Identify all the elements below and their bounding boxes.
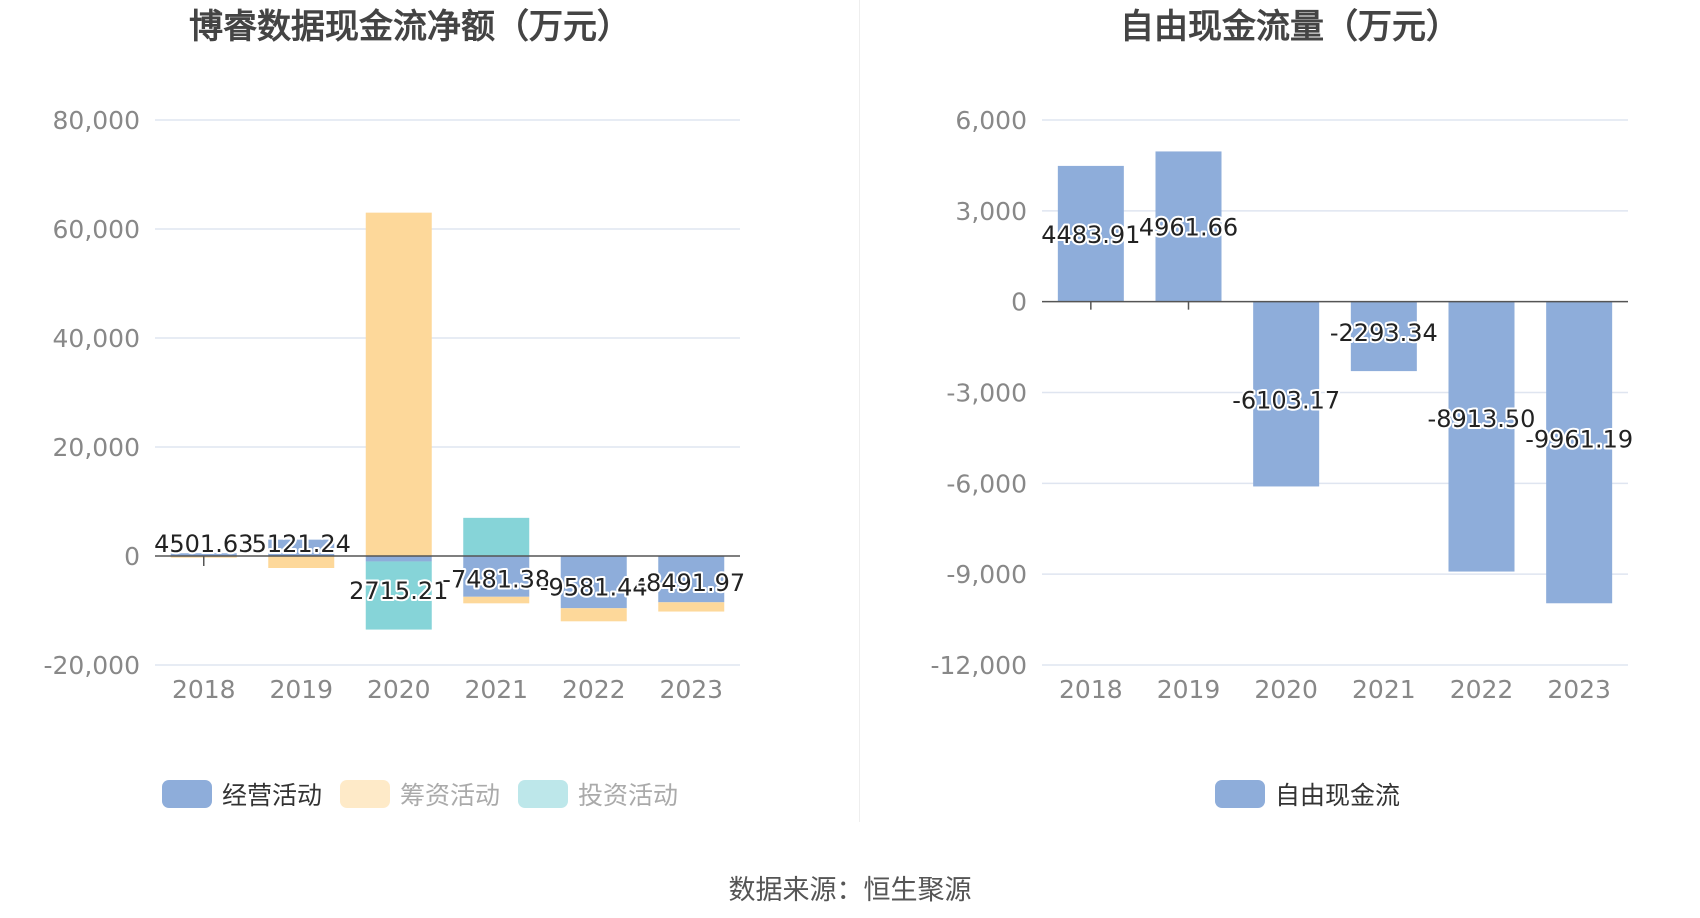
- y-tick-label: -6,000: [946, 469, 1027, 498]
- data-label: -7481.38: [442, 565, 550, 593]
- x-tick-label: 2022: [562, 675, 626, 704]
- bar-经营活动-2019: [268, 539, 335, 556]
- bar-经营活动-2021: [463, 556, 530, 597]
- x-tick-label: 2023: [659, 675, 723, 704]
- legend-swatch-经营活动: [162, 780, 212, 808]
- y-tick-label: 6,000: [955, 106, 1027, 135]
- x-tick-label: 2021: [464, 675, 528, 704]
- data-label: 5121.24: [252, 530, 351, 558]
- data-label: -6103.17: [1232, 386, 1340, 414]
- bar-经营活动-2022: [560, 556, 627, 609]
- bar-经营活动-2020: [365, 556, 432, 562]
- data-label: -8491.97: [637, 569, 745, 597]
- chart-title-2: 自由现金流量（万元）: [1120, 7, 1460, 47]
- x-tick-label: 2022: [1450, 675, 1514, 704]
- bar-自由现金流-2019: [1155, 151, 1222, 302]
- data-label: -2293.34: [1330, 319, 1438, 347]
- bar-筹资活动-2023: [658, 602, 725, 612]
- x-tick-label: 2018: [1059, 675, 1123, 704]
- x-tick-label: 2020: [1254, 675, 1318, 704]
- x-tick-label: 2018: [172, 675, 236, 704]
- bar-筹资活动-2022: [560, 608, 627, 622]
- bar-自由现金流-2018: [1057, 165, 1124, 302]
- y-tick-label: -3,000: [946, 379, 1027, 408]
- bar-筹资活动-2019: [268, 556, 335, 568]
- bar-筹资活动-2020: [365, 212, 432, 556]
- legend-label-经营活动: 经营活动: [222, 781, 322, 810]
- data-label: -9581.44: [540, 573, 648, 601]
- data-label: 4961.66: [1139, 214, 1238, 242]
- x-tick-label: 2019: [1157, 675, 1221, 704]
- data-label: -9961.19: [1525, 425, 1633, 453]
- y-tick-label: 40,000: [53, 324, 140, 353]
- legend-label-投资活动: 投资活动: [578, 781, 678, 810]
- legend-label-筹资活动: 筹资活动: [400, 781, 500, 810]
- legend-swatch-投资活动: [518, 780, 568, 808]
- bar-投资活动-2021: [463, 517, 530, 556]
- y-tick-label: 60,000: [53, 215, 140, 244]
- y-tick-label: -9,000: [946, 560, 1027, 589]
- x-tick-label: 2021: [1352, 675, 1416, 704]
- x-tick-label: 2023: [1547, 675, 1611, 704]
- bar-自由现金流-2020: [1253, 301, 1320, 487]
- bar-筹资活动-2021: [463, 596, 530, 604]
- y-tick-label: 3,000: [955, 197, 1027, 226]
- bar-经营活动-2018: [170, 553, 237, 556]
- data-label: 4501.63: [154, 530, 253, 558]
- bar-投资活动-2020: [365, 561, 432, 630]
- data-label: -8913.50: [1428, 405, 1536, 433]
- legend-swatch-自由现金流: [1215, 780, 1265, 808]
- y-tick-label: 80,000: [53, 106, 140, 135]
- chart-title-1: 博睿数据现金流净额（万元）: [189, 7, 631, 47]
- y-tick-label: -12,000: [931, 651, 1028, 680]
- data-label: 4483.91: [1041, 221, 1140, 249]
- y-tick-label: -20,000: [44, 651, 141, 680]
- legend-label-自由现金流: 自由现金流: [1275, 781, 1400, 810]
- bar-经营活动-2023: [658, 556, 725, 603]
- y-tick-label: 20,000: [53, 433, 140, 462]
- x-tick-label: 2020: [367, 675, 431, 704]
- data-source-note: 数据来源：恒生聚源: [728, 875, 972, 906]
- bar-自由现金流-2022: [1448, 301, 1515, 572]
- data-label: 2715.21: [349, 577, 448, 605]
- y-tick-label: 0: [1011, 288, 1027, 317]
- bar-自由现金流-2023: [1546, 301, 1613, 604]
- panel-divider: [859, 0, 860, 822]
- y-tick-label: 0: [124, 542, 140, 571]
- legend-swatch-筹资活动: [340, 780, 390, 808]
- bar-自由现金流-2021: [1350, 301, 1417, 372]
- x-tick-label: 2019: [269, 675, 333, 704]
